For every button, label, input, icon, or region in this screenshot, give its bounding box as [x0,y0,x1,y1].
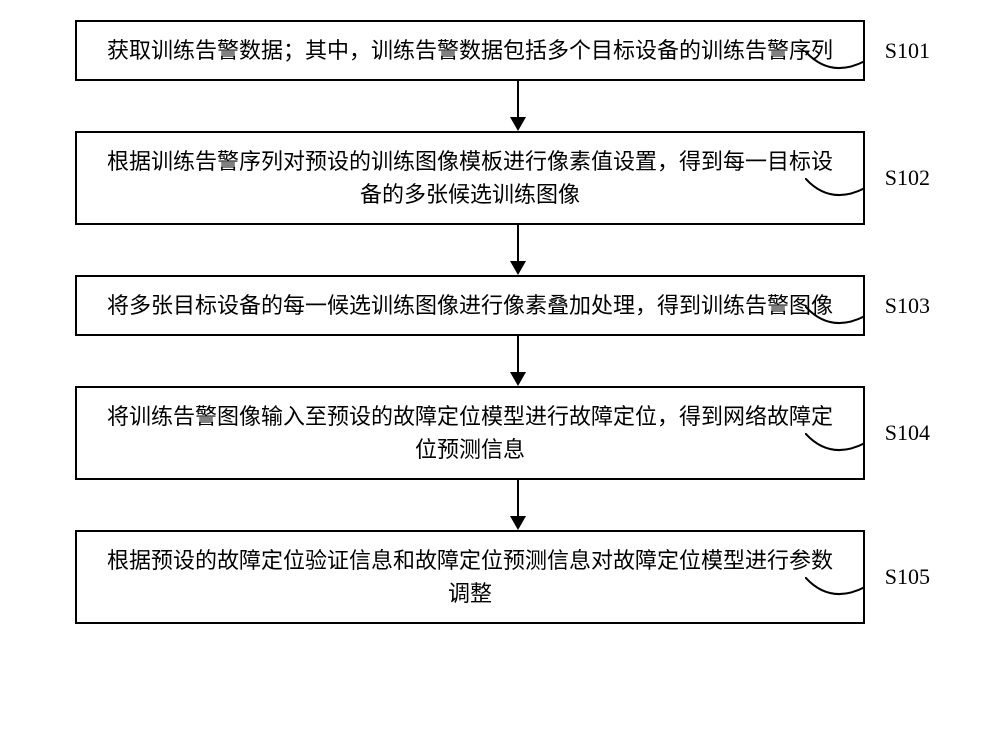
step-row-3: 将多张目标设备的每一候选训练图像进行像素叠加处理，得到训练告警图像 S103 [40,275,960,336]
down-arrow-icon [503,480,533,530]
step-text: 获取训练告警数据；其中，训练告警数据包括多个目标设备的训练告警序列 [107,38,833,63]
arrow-2 [123,225,913,275]
arrow-3 [123,336,913,386]
flowchart-container: 获取训练告警数据；其中，训练告警数据包括多个目标设备的训练告警序列 S101 根… [40,20,960,624]
connector-curve-5 [805,577,865,607]
step-box-5: 根据预设的故障定位验证信息和故障定位预测信息对故障定位模型进行参数调整 [75,530,865,624]
down-arrow-icon [503,336,533,386]
down-arrow-icon [503,225,533,275]
connector-curve-4 [805,433,865,463]
step-row-5: 根据预设的故障定位验证信息和故障定位预测信息对故障定位模型进行参数调整 S105 [40,530,960,624]
step-text: 根据训练告警序列对预设的训练图像模板进行像素值设置，得到每一目标设备的多张候选训… [107,149,833,207]
step-text: 将训练告警图像输入至预设的故障定位模型进行故障定位，得到网络故障定位预测信息 [107,404,833,462]
step-box-3: 将多张目标设备的每一候选训练图像进行像素叠加处理，得到训练告警图像 [75,275,865,336]
step-label: S104 [885,420,930,446]
step-label: S105 [885,564,930,590]
connector-curve-1 [805,51,865,81]
step-label: S103 [885,293,930,319]
connector-curve-3 [805,306,865,336]
step-box-2: 根据训练告警序列对预设的训练图像模板进行像素值设置，得到每一目标设备的多张候选训… [75,131,865,225]
arrow-1 [123,81,913,131]
step-box-1: 获取训练告警数据；其中，训练告警数据包括多个目标设备的训练告警序列 [75,20,865,81]
step-row-4: 将训练告警图像输入至预设的故障定位模型进行故障定位，得到网络故障定位预测信息 S… [40,386,960,480]
step-row-1: 获取训练告警数据；其中，训练告警数据包括多个目标设备的训练告警序列 S101 [40,20,960,81]
step-row-2: 根据训练告警序列对预设的训练图像模板进行像素值设置，得到每一目标设备的多张候选训… [40,131,960,225]
step-text: 将多张目标设备的每一候选训练图像进行像素叠加处理，得到训练告警图像 [107,293,833,318]
step-label: S101 [885,38,930,64]
down-arrow-icon [503,81,533,131]
step-text: 根据预设的故障定位验证信息和故障定位预测信息对故障定位模型进行参数调整 [107,548,833,606]
step-box-4: 将训练告警图像输入至预设的故障定位模型进行故障定位，得到网络故障定位预测信息 [75,386,865,480]
arrow-4 [123,480,913,530]
step-label: S102 [885,165,930,191]
connector-curve-2 [805,178,865,208]
